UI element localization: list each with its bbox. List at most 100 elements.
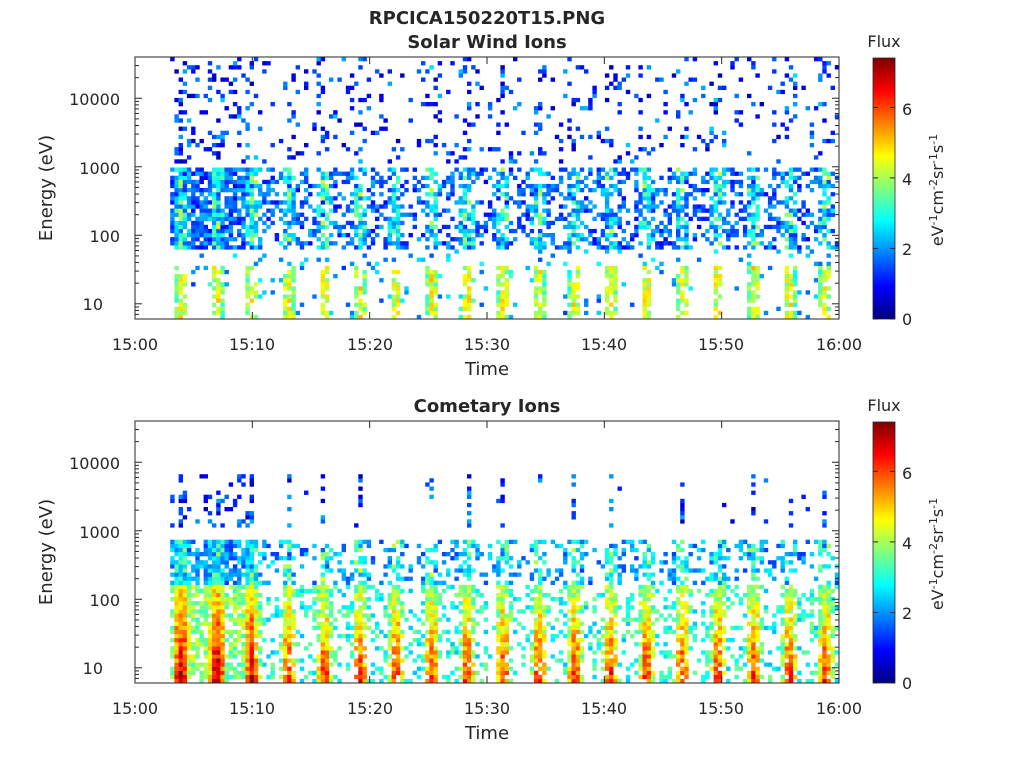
heatmap-cell [567,220,572,226]
heatmap-cell [333,220,338,226]
heatmap-cell [529,605,535,610]
heatmap-cell [793,310,798,316]
heatmap-cell [529,216,535,221]
heatmap-cell [212,609,217,614]
heatmap-cell [333,110,338,115]
heatmap-cell [232,539,238,544]
heatmap-cell [609,523,614,528]
heatmap-cell [609,310,614,316]
heatmap-cell [588,580,593,585]
heatmap-cell [542,625,547,630]
heatmap-cell [379,212,384,217]
heatmap-cell [186,654,192,659]
heatmap-cell [496,650,501,655]
heatmap-cell [379,73,384,78]
heatmap-cell [283,237,288,242]
heatmap-cell [186,155,192,160]
heatmap-cell [801,171,806,176]
heatmap-cell [170,196,175,201]
heatmap-cell [567,57,572,62]
heatmap-cell [416,200,422,205]
heatmap-cell [638,241,643,246]
heatmap-cell [496,670,501,675]
heatmap-cell [349,167,355,172]
heatmap-cell [174,196,179,201]
heatmap-cell [575,646,581,651]
heatmap-cell [642,265,647,271]
heatmap-cell [274,597,280,602]
heatmap-cell [579,188,585,193]
heatmap-cell [324,588,330,594]
heatmap-cell [609,568,614,573]
heatmap-cell [755,188,760,193]
heatmap-cell [404,678,409,684]
heatmap-cell [349,175,355,180]
heatmap-cell [642,183,647,189]
heatmap-cell [186,560,192,565]
heatmap-cell [212,143,217,148]
heatmap-cell [337,233,342,238]
heatmap-cell [575,274,581,279]
heatmap-cell [496,188,501,193]
heatmap-cell [362,568,367,573]
heatmap-cell [538,290,543,295]
heatmap-cell [195,654,200,659]
heatmap-cell [195,588,200,594]
heatmap-cell [496,605,501,610]
heatmap-cell [195,621,200,626]
heatmap-cell [237,245,242,250]
heatmap-cell [755,282,760,287]
heatmap-cell [283,617,288,622]
heatmap-cell [650,179,656,185]
heatmap-cell [646,196,652,201]
heatmap-cell [324,646,330,651]
heatmap-cell [362,588,367,594]
heatmap-cell [287,494,292,499]
heatmap-cell [199,552,204,557]
heatmap-cell [178,498,183,504]
heatmap-cell [224,196,229,201]
heatmap-cell [425,592,430,598]
heatmap-cell [224,183,229,189]
heatmap-cell [291,314,296,320]
heatmap-cell [421,208,426,213]
heatmap-cell [404,179,409,185]
heatmap-cell [182,208,188,213]
heatmap-cell [216,642,221,647]
heatmap-cell [203,241,208,246]
heatmap-cell [504,212,509,217]
heatmap-cell [425,269,430,275]
heatmap-cell [237,539,242,544]
heatmap-cell [232,196,238,201]
heatmap-cell [550,237,555,242]
heatmap-cell [174,200,179,205]
heatmap-cell [237,110,242,115]
heatmap-cell [278,200,284,205]
heatmap-cell [178,216,183,221]
heatmap-cell [500,625,505,630]
heatmap-cell [475,175,480,180]
heatmap-cell [809,179,815,185]
heatmap-cell [212,646,217,651]
heatmap-cell [500,523,505,528]
heatmap-cell [479,200,484,205]
heatmap-cell [186,179,192,185]
heatmap-cell [462,617,468,622]
heatmap-cell [722,245,727,250]
heatmap-cell [320,175,326,180]
heatmap-cell [249,576,254,581]
heatmap-cell [776,216,781,221]
heatmap-cell [216,286,221,291]
heatmap-cell [508,564,514,569]
heatmap-cell [216,646,221,651]
heatmap-cell [245,629,250,635]
heatmap-cell [220,298,225,303]
heatmap-cell [467,237,472,242]
heatmap-cell [818,282,823,287]
heatmap-cell [433,179,438,185]
heatmap-cell [278,175,284,180]
heatmap-cell [517,216,522,221]
heatmap-cell [542,269,547,275]
heatmap-cell [550,654,555,659]
heatmap-cell [212,171,217,176]
